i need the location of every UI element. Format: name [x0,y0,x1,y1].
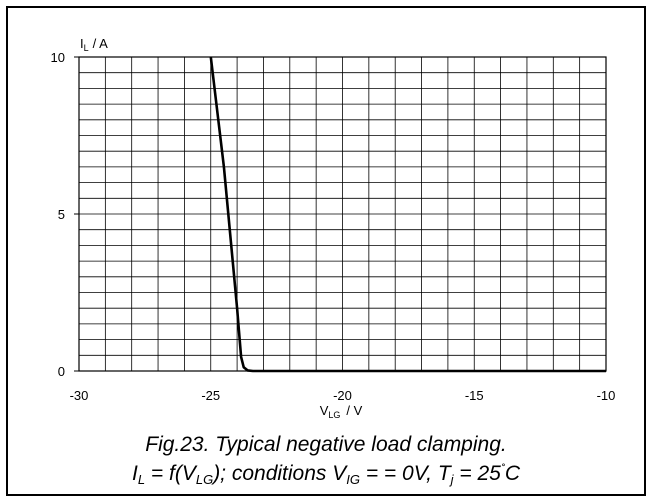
caption-line-1: Fig.23. Typical negative load clamping. [145,433,507,456]
chart-frame [6,6,646,496]
x-tick-label: -25 [201,388,220,403]
x-tick-labels: -30 -25 -20 -15 -10 [70,388,616,403]
x-tick-label: -10 [597,388,616,403]
chart: 0 5 10 -30 -25 -20 -15 -10 IL / A VLG / V [51,36,616,420]
series-group [209,56,606,373]
grid [79,57,606,371]
x-tick-label: -15 [465,388,484,403]
series-line [209,56,606,373]
x-tick-label: -20 [333,388,352,403]
y-tick-label: 5 [58,207,65,222]
y-tick-labels: 0 5 10 [51,50,79,379]
x-tick-label: -30 [70,388,89,403]
y-tick-label: 10 [51,50,65,65]
x-axis-label: VLG / V [320,403,363,420]
caption-line-2: IL = f(VLG); conditions VIG = = 0V, Tj =… [131,462,521,487]
y-tick-label: 0 [58,364,65,379]
y-axis-label: IL / A [80,36,108,53]
